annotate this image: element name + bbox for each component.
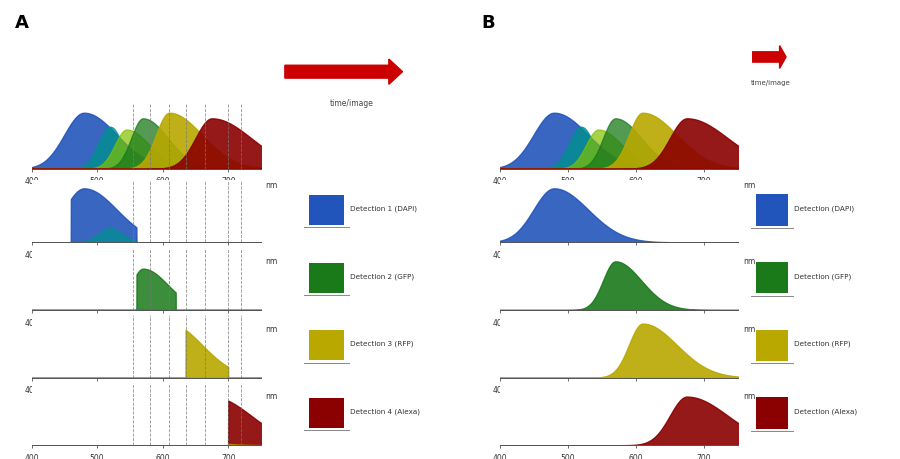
Text: nm: nm	[742, 324, 755, 333]
Text: Detection (DAPI): Detection (DAPI)	[794, 205, 854, 212]
Text: Detection (GFP): Detection (GFP)	[794, 273, 851, 279]
Text: nm: nm	[266, 392, 278, 400]
Text: B: B	[482, 14, 495, 32]
FancyArrow shape	[285, 60, 402, 85]
Text: nm: nm	[742, 181, 755, 190]
Text: Detection 1 (DAPI): Detection 1 (DAPI)	[350, 205, 417, 212]
Text: nm: nm	[266, 324, 278, 333]
Text: Detection (Alexa): Detection (Alexa)	[794, 408, 857, 414]
Text: nm: nm	[266, 257, 278, 265]
Text: Detection 4 (Alexa): Detection 4 (Alexa)	[350, 408, 420, 414]
Text: Detection (RFP): Detection (RFP)	[794, 340, 850, 347]
Text: Detection 3 (RFP): Detection 3 (RFP)	[350, 340, 413, 347]
Text: nm: nm	[742, 257, 755, 265]
Text: time/image: time/image	[752, 80, 791, 86]
Text: A: A	[15, 14, 29, 32]
FancyArrow shape	[752, 46, 786, 69]
Text: time/image: time/image	[330, 99, 374, 108]
Text: Detection 2 (GFP): Detection 2 (GFP)	[350, 273, 414, 279]
Text: nm: nm	[742, 392, 755, 400]
Text: nm: nm	[266, 181, 278, 190]
